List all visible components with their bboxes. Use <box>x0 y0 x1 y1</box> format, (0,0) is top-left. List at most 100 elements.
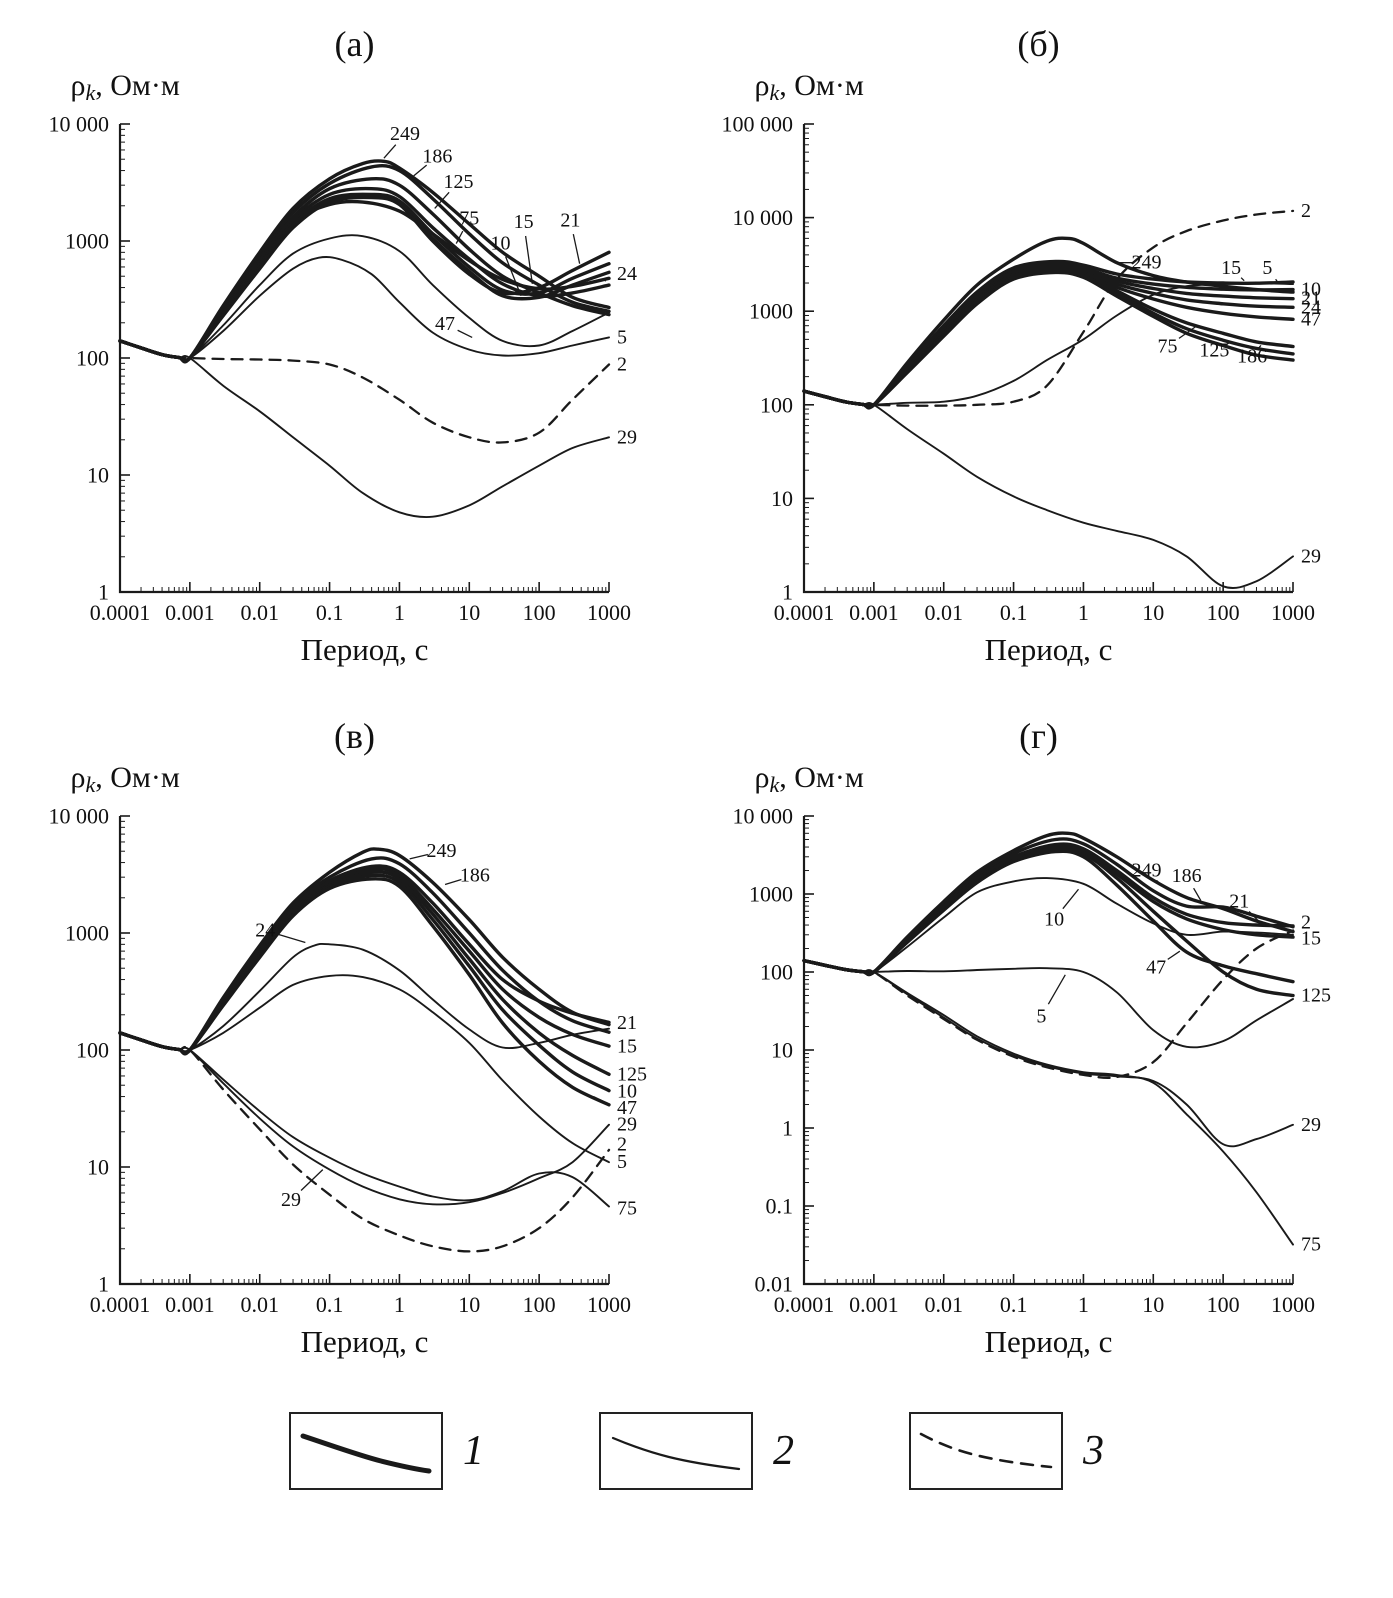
curve-label-125: 125 <box>616 1063 646 1085</box>
curve-label-29: 29 <box>280 1189 300 1211</box>
panel-v-chart: 0.0001 0.001 0.01 0.1 1 10 100 1000 1 10 100 1000 10… <box>48 804 646 1360</box>
panel-v-y-axis-label: ρk, Ом·м <box>25 758 685 800</box>
label-leader-line <box>592 1095 605 1103</box>
x-axis-title: Период, с <box>300 632 428 667</box>
panel-a-title: (а) <box>334 24 375 64</box>
x-tick-label: 0.001 <box>165 1292 215 1317</box>
panel-a-y-axis-label: ρk, Ом·м <box>25 66 685 108</box>
curve-label-2: 2 <box>616 1134 626 1156</box>
curve-label-24: 24 <box>1300 296 1320 318</box>
x-axis-title: Период, с <box>984 1324 1112 1359</box>
label-leader-line <box>1274 278 1278 283</box>
x-tick-label: 0.01 <box>924 600 963 625</box>
label-leader-line <box>572 233 580 264</box>
curve-label-10: 10 <box>490 233 510 255</box>
x-tick-label: 10 <box>1142 600 1164 625</box>
label-leader-line <box>1166 950 1180 960</box>
curve-label-186: 186 <box>1237 345 1267 367</box>
label-leader-line <box>1257 344 1261 349</box>
y-tick-label: 1000 <box>749 299 793 324</box>
label-leader-line <box>504 256 522 297</box>
x-tick-label: 1 <box>393 600 404 625</box>
series-29 <box>118 339 610 519</box>
label-leader-line <box>277 933 306 944</box>
label-leader-line <box>524 235 533 284</box>
x-tick-label: 0.001 <box>165 600 215 625</box>
curve-label-15: 15 <box>1221 257 1241 279</box>
curve-label-10: 10 <box>1044 909 1064 931</box>
y-tick-label: 10 <box>771 486 793 511</box>
curve-label-10: 10 <box>1300 279 1320 301</box>
legend-label-3: 3 <box>1083 1428 1104 1474</box>
x-tick-label: 0.1 <box>315 600 343 625</box>
curve-label-21: 21 <box>560 209 580 231</box>
x-axis-title: Период, с <box>300 1324 428 1359</box>
y-tick-label: 100 000 <box>721 112 793 137</box>
curve-label-186: 186 <box>1171 865 1201 887</box>
curve-label-24: 24 <box>255 920 275 942</box>
curve-label-75: 75 <box>616 1198 636 1220</box>
curve-label-15: 15 <box>1300 927 1320 949</box>
x-tick-label: 100 <box>1206 600 1239 625</box>
x-tick-label: 0.1 <box>999 1292 1027 1317</box>
x-tick-label: 0.01 <box>240 600 279 625</box>
figure: (а) ρk, Ом·м 0.0001 0.001 0.01 0.1 1 10 100 100… <box>25 22 1369 1490</box>
y-tick-label: 10 <box>771 1038 793 1063</box>
label-leader-line <box>382 144 396 159</box>
curve-label-249: 249 <box>389 123 419 145</box>
curve-label-186: 186 <box>459 865 489 887</box>
curve-label-5: 5 <box>616 1151 626 1173</box>
x-tick-label: 100 <box>522 600 555 625</box>
series-15 <box>801 259 1295 410</box>
label-leader-line <box>412 164 427 177</box>
curve-label-47: 47 <box>1146 956 1166 978</box>
curve-label-47: 47 <box>435 313 455 335</box>
curve-label-24: 24 <box>616 263 636 285</box>
rho-symbol: ρ <box>70 761 86 794</box>
x-tick-label: 1000 <box>587 600 631 625</box>
y-axis-units: , Ом·м <box>95 69 180 102</box>
series-21 <box>117 864 611 1056</box>
rho-subscript: k <box>85 772 96 797</box>
panel-b-chart: 0.0001 0.001 0.01 0.1 1 10 100 1000 1 10 100 1000 10… <box>721 112 1320 668</box>
curve-label-2: 2 <box>616 353 626 375</box>
y-tick-label: 10 000 <box>732 205 793 230</box>
curve-label-75: 75 <box>1300 1234 1320 1256</box>
curve-label-21: 21 <box>616 1012 636 1034</box>
x-tick-label: 0.0001 <box>773 1292 834 1317</box>
panel-a: (а) ρk, Ом·м 0.0001 0.001 0.01 0.1 1 10 100 100… <box>25 22 685 684</box>
legend-line-thick <box>300 1433 432 1474</box>
y-tick-label: 1 <box>782 580 793 605</box>
series-249 <box>801 236 1295 410</box>
y-tick-label: 100 <box>76 346 109 371</box>
x-tick-label: 0.001 <box>849 600 899 625</box>
curve-label-2: 2 <box>1300 912 1310 934</box>
series-2 <box>118 1031 610 1253</box>
x-tick-label: 1000 <box>1271 1292 1315 1317</box>
y-axis-units: , Ом·м <box>779 69 864 102</box>
rho-symbol: ρ <box>754 761 770 794</box>
curve-label-75: 75 <box>459 208 479 230</box>
x-tick-label: 0.0001 <box>89 600 150 625</box>
panel-b-title: (б) <box>1017 24 1060 64</box>
curve-label-2: 2 <box>1300 200 1310 222</box>
y-tick-label: 1000 <box>749 882 793 907</box>
legend-item-2: 2 <box>599 1412 794 1490</box>
legend-sample-dashed-line <box>909 1412 1063 1490</box>
rho-subscript: k <box>769 772 780 797</box>
curve-label-29: 29 <box>616 1114 636 1136</box>
x-tick-label: 10 <box>1142 1292 1164 1317</box>
y-axis-units: , Ом·м <box>779 761 864 794</box>
label-leader-line <box>1061 888 1079 910</box>
panel-v: (в) ρk, Ом·м 0.0001 0.001 0.01 0.1 1 10 100 100… <box>25 714 685 1376</box>
y-tick-label: 100 <box>760 960 793 985</box>
panel-v-title: (в) <box>334 716 375 756</box>
legend-label-1: 1 <box>463 1428 484 1474</box>
curve-label-5: 5 <box>616 326 626 348</box>
curve-label-249: 249 <box>1131 860 1161 882</box>
panel-b: (б) ρk, Ом·м 0.0001 0.001 0.01 0.1 1 10 100 100… <box>709 22 1369 684</box>
series-5 <box>118 974 610 1164</box>
y-axis-units: , Ом·м <box>95 761 180 794</box>
curve-label-125: 125 <box>443 171 473 193</box>
curve-label-47: 47 <box>1300 308 1320 330</box>
